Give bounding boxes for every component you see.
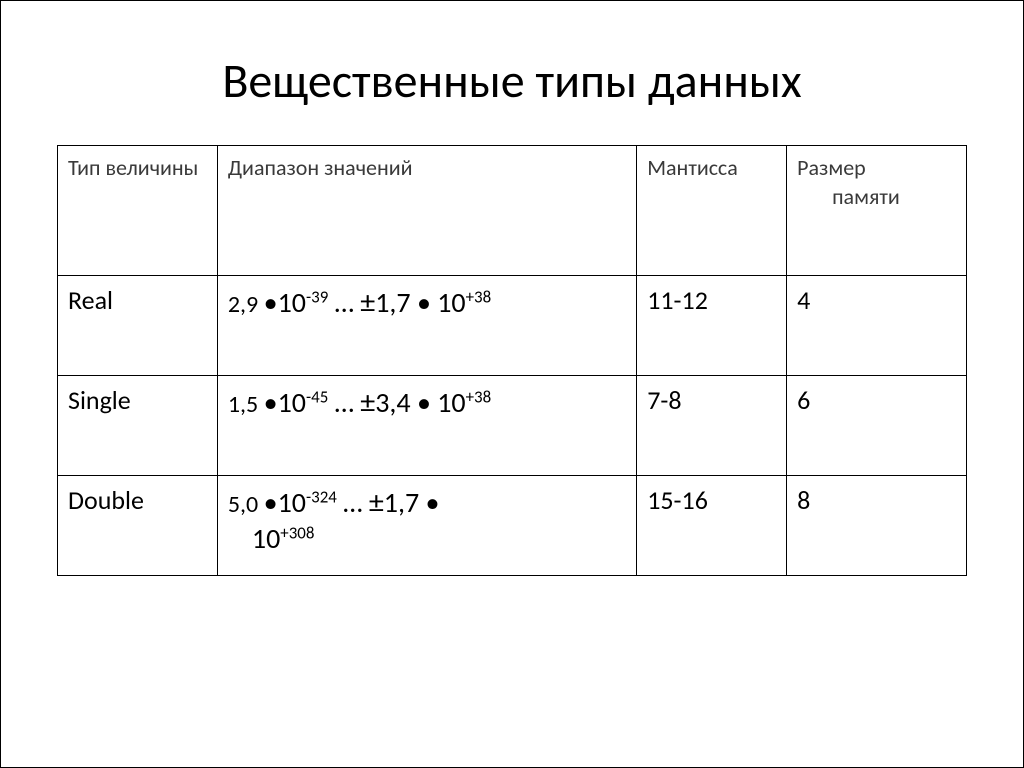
cell-range: 5,0 •10-324 … ±1,7 •10+308: [217, 476, 636, 576]
cell-memory: 6: [787, 376, 967, 476]
cell-range: 1,5 •10-45 … ±3,4 • 10+38: [217, 376, 636, 476]
col-header-range: Диапазон значений: [217, 146, 636, 276]
cell-memory: 4: [787, 276, 967, 376]
table-body: Real2,9 •10-39 … ±1,7 • 10+3811-124Singl…: [58, 276, 967, 576]
table-row: Real2,9 •10-39 … ±1,7 • 10+3811-124: [58, 276, 967, 376]
cell-memory: 8: [787, 476, 967, 576]
cell-type: Single: [58, 376, 218, 476]
table-header-row: Тип величины Диапазон значений Мантисса …: [58, 146, 967, 276]
real-types-table: Тип величины Диапазон значений Мантисса …: [57, 145, 967, 576]
cell-type: Real: [58, 276, 218, 376]
col-header-type: Тип величины: [58, 146, 218, 276]
cell-type: Double: [58, 476, 218, 576]
memory-header-line1: Размер: [797, 154, 866, 181]
col-header-memory: Размер памяти: [787, 146, 967, 276]
cell-range: 2,9 •10-39 … ±1,7 • 10+38: [217, 276, 636, 376]
cell-mantissa: 15-16: [637, 476, 787, 576]
col-header-mantissa: Мантисса: [637, 146, 787, 276]
table-row: Double5,0 •10-324 … ±1,7 •10+30815-168: [58, 476, 967, 576]
memory-header-line2: памяти: [797, 183, 900, 212]
slide-title: Вещественные типы данных: [1, 51, 1023, 110]
cell-mantissa: 11-12: [637, 276, 787, 376]
table-row: Single1,5 •10-45 … ±3,4 • 10+387-86: [58, 376, 967, 476]
cell-mantissa: 7-8: [637, 376, 787, 476]
